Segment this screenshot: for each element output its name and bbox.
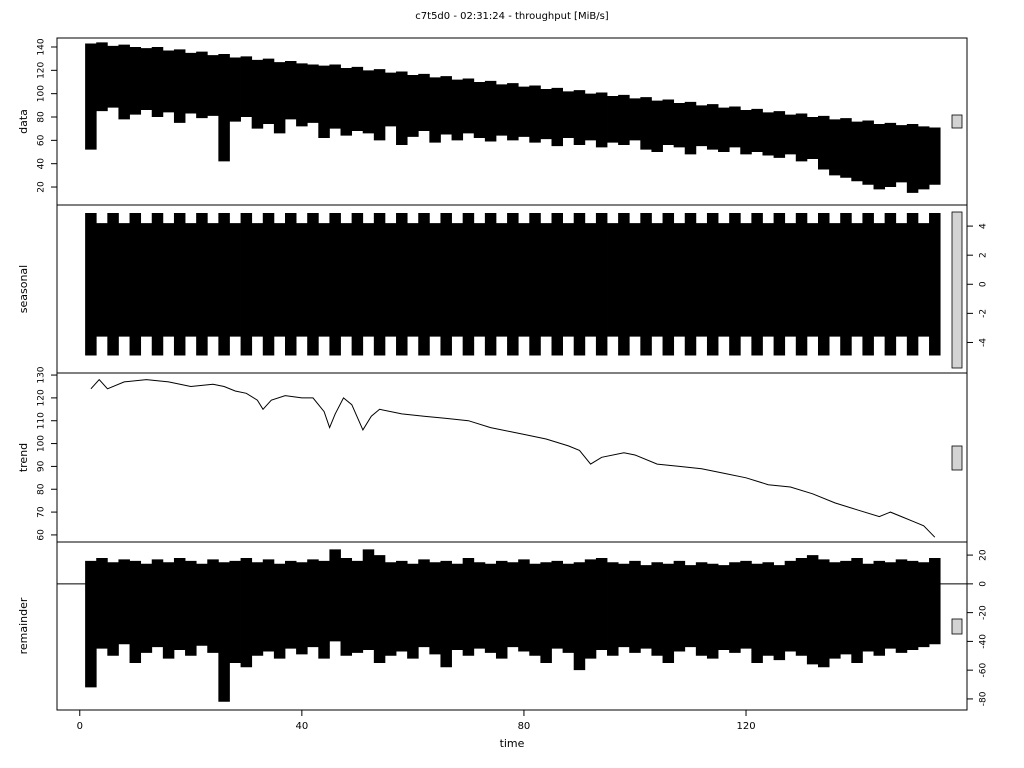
y-axis-label: trend (17, 443, 30, 472)
y-tick-label: 80 (37, 483, 47, 495)
y-tick-label: 100 (37, 85, 47, 102)
y-tick-label: 0 (979, 281, 989, 287)
y-tick-label: 70 (37, 506, 47, 518)
y-axis-label: seasonal (17, 265, 30, 313)
panel-frame (56, 541, 968, 711)
y-tick-label: 100 (37, 435, 47, 452)
y-tick-label: 60 (37, 134, 47, 146)
y-tick-label: 20 (979, 549, 989, 561)
range-bar (951, 445, 963, 471)
x-tick-label: 40 (295, 721, 308, 732)
trend-line (90, 378, 936, 538)
y-tick-label: -80 (979, 691, 989, 706)
y-tick-label: 20 (37, 181, 47, 193)
x-axis-label: time (500, 737, 525, 750)
y-tick-label: 0 (979, 581, 989, 587)
y-tick-label: 120 (37, 61, 47, 78)
panel-frame (56, 372, 968, 543)
chart-title: c7t5d0 - 02:31:24 - throughput [MiB/s] (415, 11, 609, 22)
x-tick-label: 80 (518, 721, 531, 732)
y-tick-label: 4 (979, 223, 989, 229)
y-tick-label: -4 (979, 338, 989, 347)
y-tick-label: 2 (979, 252, 989, 258)
range-bar (951, 618, 963, 635)
y-axis-label: data (17, 109, 30, 134)
y-tick-label: 40 (37, 158, 47, 170)
y-tick-label: -2 (979, 309, 989, 318)
y-tick-label: -40 (979, 634, 989, 649)
y-tick-label: 60 (37, 529, 47, 541)
x-tick-label: 0 (77, 721, 83, 732)
range-bar (951, 211, 963, 369)
y-tick-label: 140 (37, 38, 47, 55)
y-tick-label: 80 (37, 111, 47, 123)
range-bar (951, 114, 963, 129)
y-tick-label: 90 (37, 460, 47, 472)
y-tick-label: 130 (37, 366, 47, 383)
y-tick-label: -20 (979, 605, 989, 620)
y-tick-label: 120 (37, 389, 47, 406)
x-tick-label: 120 (736, 721, 755, 732)
y-axis-label: remainder (17, 597, 30, 654)
y-tick-label: 110 (37, 412, 47, 429)
y-tick-label: -60 (979, 663, 989, 678)
